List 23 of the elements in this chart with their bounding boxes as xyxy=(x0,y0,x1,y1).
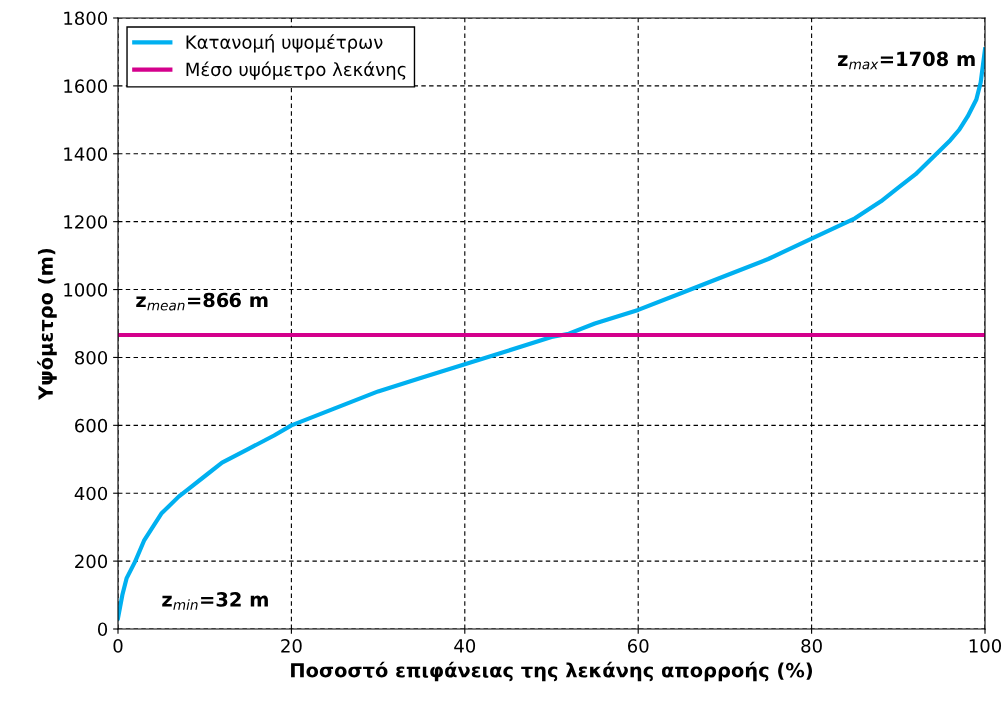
x-tick-label: 60 xyxy=(627,639,649,653)
x-axis-title: Ποσοστό επιφάνειας της λεκάνης απορροής (%) xyxy=(291,661,813,682)
x-tick-label: 40 xyxy=(454,639,476,653)
y-tick-label: 1800 xyxy=(64,11,108,26)
x-tick-label: 20 xyxy=(281,639,302,653)
legend-label: Κατανομή υψομέτρων xyxy=(186,34,383,53)
y-axis-title: Υψόμετρο (m) xyxy=(37,248,57,400)
annotation: z$_{mean}$=866 m xyxy=(136,292,268,311)
y-tick-label: 1000 xyxy=(64,283,108,297)
annotation: z$_{max}$=1708 m xyxy=(837,51,975,70)
y-tick-label: 200 xyxy=(75,554,108,569)
y-tick-label: 600 xyxy=(75,418,108,433)
x-tick-label: 100 xyxy=(969,639,1002,653)
y-tick-label: 400 xyxy=(74,486,108,501)
y-tick-label: 1400 xyxy=(64,147,108,161)
x-tick-label: 80 xyxy=(801,639,822,653)
y-tick-label: 0 xyxy=(97,622,108,637)
y-tick-label: 1200 xyxy=(64,215,108,229)
y-tick-label: 800 xyxy=(75,350,108,365)
x-tick-label: 0 xyxy=(113,639,123,653)
legend-label: Μέσο υψόμετρο λεκάνης xyxy=(186,61,406,80)
y-tick-label: 1600 xyxy=(64,79,108,94)
annotation: z$_{min}$=32 m xyxy=(162,592,268,610)
